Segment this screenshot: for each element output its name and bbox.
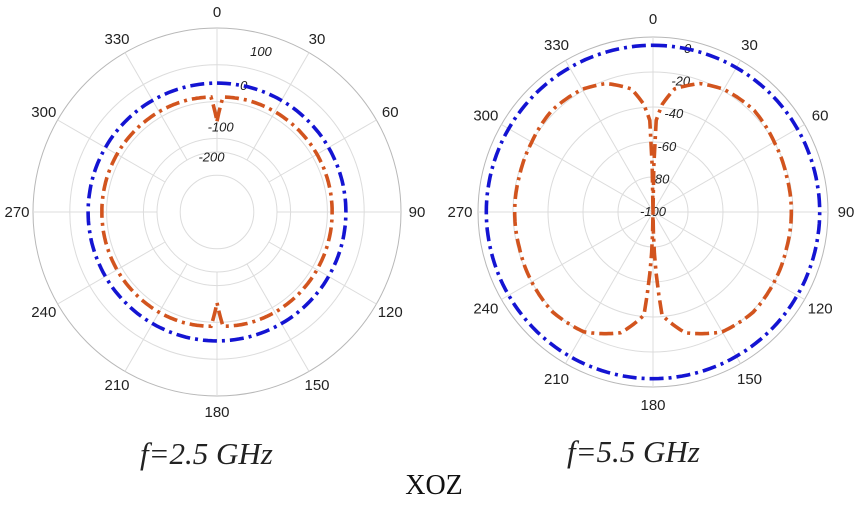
polar-plot-2-5ghz: 03060901201501802102402703003301000-100-…: [4, 4, 425, 421]
polar-grid-spoke: [501, 211, 654, 300]
polar-inner-ring: [156, 151, 278, 273]
angle-tick-label: 240: [473, 301, 498, 318]
polar-grid-ring: [179, 174, 255, 250]
polar-grid-spoke: [652, 124, 805, 213]
plane-label: XOZ: [405, 470, 463, 501]
angle-tick-label: 0: [649, 11, 657, 28]
angle-tick-label: 150: [304, 377, 329, 394]
angle-tick-label: 330: [104, 31, 129, 48]
angle-tick-label: 150: [737, 371, 762, 388]
radial-tick-label: -200: [198, 149, 225, 164]
angle-tick-label: 120: [378, 304, 403, 321]
polar-grid-spoke: [501, 124, 654, 213]
polar-grid-spoke: [246, 52, 310, 161]
polar-grid-spoke: [652, 211, 805, 300]
angle-tick-label: 210: [544, 371, 569, 388]
angle-tick-label: 120: [808, 301, 833, 318]
angle-tick-label: 330: [544, 37, 569, 54]
angle-tick-label: 270: [447, 204, 472, 221]
polar-grid-spoke: [652, 60, 741, 213]
series-line-orange: [512, 81, 794, 336]
polar-grid-spoke: [246, 263, 310, 372]
angle-tick-label: 210: [104, 377, 129, 394]
angle-tick-label: 30: [741, 37, 758, 54]
polar-grid-spoke: [565, 211, 654, 364]
series-line-orange: [100, 95, 334, 329]
angle-tick-label: 30: [309, 31, 326, 48]
caption-5-5ghz: f=5.5 GHz: [567, 434, 700, 469]
radial-tick-label: -60: [657, 139, 677, 154]
polar-grid-spoke: [268, 241, 377, 305]
angle-tick-label: 270: [4, 204, 29, 221]
angle-tick-label: 0: [213, 4, 221, 21]
polar-grid-spoke: [57, 241, 166, 305]
angle-tick-label: 180: [640, 397, 665, 414]
polar-grid-spoke: [57, 119, 166, 183]
angle-tick-label: 60: [382, 104, 399, 121]
polar-grid-spoke: [124, 263, 188, 372]
polar-grid-spoke: [268, 119, 377, 183]
angle-tick-label: 300: [31, 104, 56, 121]
polar-grid-spoke: [565, 60, 654, 213]
polar-grid-spoke: [124, 52, 188, 161]
angle-tick-label: 90: [838, 204, 855, 221]
angle-tick-label: 60: [812, 108, 829, 125]
radial-tick-label: -100: [208, 120, 235, 135]
angle-tick-label: 90: [409, 204, 426, 221]
polar-grid-spoke: [652, 211, 741, 364]
radial-tick-label: 100: [250, 44, 272, 59]
angle-tick-label: 180: [204, 404, 229, 421]
radial-tick-label: -40: [664, 106, 684, 121]
caption-2-5ghz: f=2.5 GHz: [140, 436, 273, 471]
series-line-blue: [484, 43, 822, 381]
angle-tick-label: 300: [473, 108, 498, 125]
angle-tick-label: 240: [31, 304, 56, 321]
